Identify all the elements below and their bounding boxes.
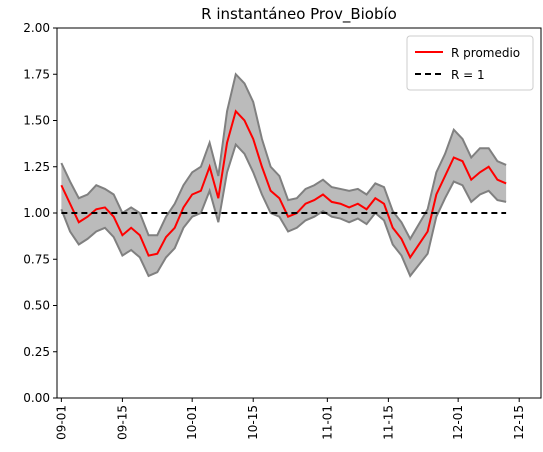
y-tick-label: 0.50 bbox=[23, 299, 50, 313]
y-tick-label: 0.25 bbox=[23, 345, 50, 359]
x-tick-label: 09-15 bbox=[115, 405, 129, 440]
y-tick-label: 0.00 bbox=[23, 391, 50, 405]
y-tick-label: 1.25 bbox=[23, 160, 50, 174]
x-tick-label: 11-01 bbox=[320, 405, 334, 440]
y-tick-label: 0.75 bbox=[23, 252, 50, 266]
y-tick-label: 1.50 bbox=[23, 114, 50, 128]
x-tick-label: 12-15 bbox=[512, 405, 526, 440]
x-tick-label: 09-01 bbox=[54, 405, 68, 440]
x-tick-label: 10-15 bbox=[246, 405, 260, 440]
chart-title: R instantáneo Prov_Biobío bbox=[201, 5, 397, 24]
y-tick-label: 2.00 bbox=[23, 21, 50, 35]
x-tick-label: 12-01 bbox=[451, 405, 465, 440]
plot-frame bbox=[56, 27, 542, 399]
x-tick-label: 10-01 bbox=[185, 405, 199, 440]
x-tick-label: 11-15 bbox=[381, 405, 395, 440]
legend-label: R promedio bbox=[451, 46, 520, 60]
y-tick-label: 1.75 bbox=[23, 67, 50, 81]
legend-label: R = 1 bbox=[451, 68, 485, 82]
y-tick-label: 1.00 bbox=[23, 206, 50, 220]
band-upper-edge bbox=[60, 72, 507, 241]
legend-box bbox=[406, 35, 534, 91]
confidence-band bbox=[61, 74, 507, 276]
band-lower-edge bbox=[60, 142, 507, 278]
